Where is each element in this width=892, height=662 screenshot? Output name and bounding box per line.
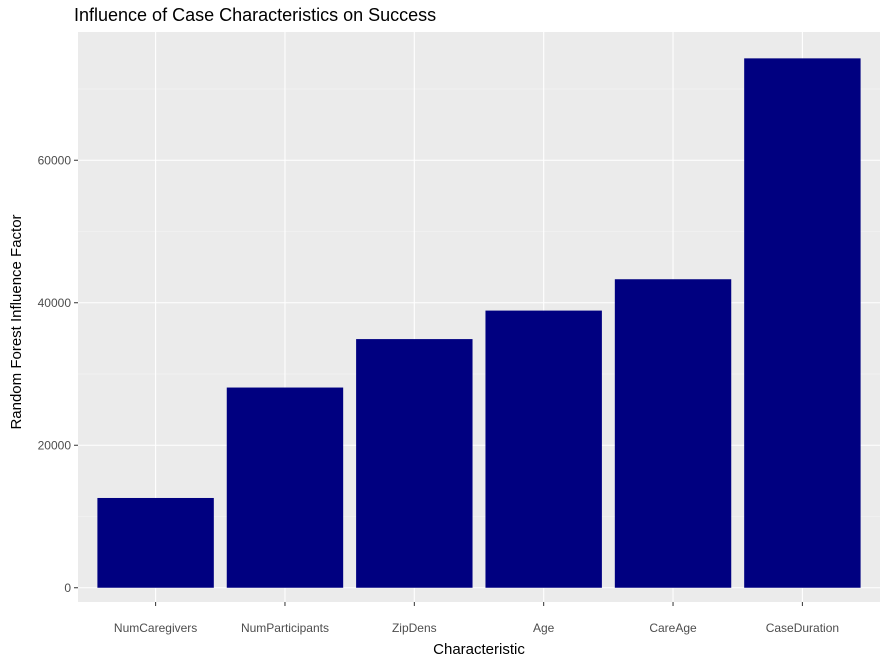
- bar-zipdens: [356, 339, 473, 588]
- y-axis-title: Random Forest Influence Factor: [8, 214, 25, 429]
- x-tick-label: Age: [533, 621, 555, 635]
- x-tick-label: CaseDuration: [766, 621, 839, 635]
- y-tick-label: 20000: [38, 438, 72, 452]
- bars: [97, 58, 861, 588]
- x-tick-label: ZipDens: [392, 621, 437, 635]
- y-axis: 0 20000 40000 60000: [38, 153, 78, 595]
- chart-title: Influence of Case Characteristics on Suc…: [74, 5, 436, 25]
- bar-careage: [614, 279, 732, 588]
- y-tick-label: 40000: [38, 296, 72, 310]
- bar-caseduration: [744, 58, 861, 588]
- x-tick-label: NumParticipants: [241, 621, 329, 635]
- x-tick-label: CareAge: [649, 621, 697, 635]
- x-tick-label: NumCaregivers: [114, 621, 197, 635]
- y-tick-label: 0: [64, 581, 71, 595]
- x-axis-title: Characteristic: [433, 641, 525, 658]
- bar-age: [485, 310, 602, 588]
- bar-numcaregivers: [97, 497, 214, 588]
- y-tick-label: 60000: [38, 153, 72, 167]
- bar-numparticipants: [226, 387, 344, 588]
- x-axis: NumCaregivers NumParticipants ZipDens Age Ca…: [114, 602, 839, 635]
